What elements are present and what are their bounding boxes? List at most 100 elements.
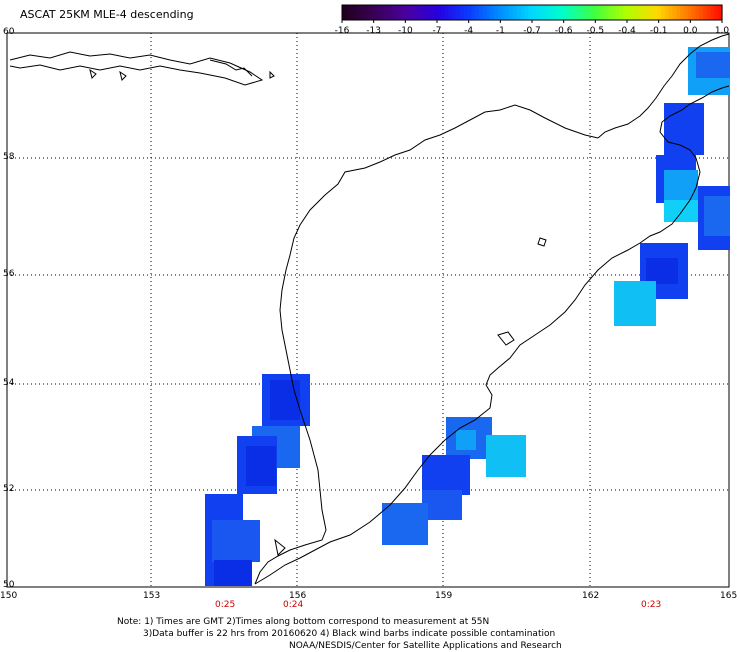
colorbar-segment: [668, 5, 674, 20]
colorbar-segment: [513, 5, 518, 20]
note-line: 3)Data buffer is 22 hrs from 20160620 4)…: [143, 629, 556, 639]
colorbar-segment: [505, 5, 510, 20]
colorbar-segment: [361, 5, 366, 20]
colorbar-segment: [611, 5, 617, 20]
colorbar-label: -0.6: [554, 26, 573, 36]
colorbar-label: -4: [464, 26, 474, 36]
colorbar-segment: [497, 5, 503, 20]
colorbar-segment: [459, 5, 465, 20]
swath-cell: [422, 455, 470, 495]
colorbar-segment: [391, 5, 396, 20]
longitude-label: 153: [143, 591, 161, 601]
swath-cell: [422, 490, 462, 520]
colorbar-segment: [566, 5, 571, 20]
swath-cell: [456, 430, 476, 450]
graticule: [7, 33, 729, 587]
colorbar-segment: [349, 5, 354, 20]
colorbar-segment: [364, 5, 370, 20]
colorbar-label: -0.4: [618, 26, 636, 36]
colorbar-segment: [543, 5, 548, 20]
colorbar-segment: [554, 5, 560, 20]
colorbar-label: -13: [366, 26, 381, 36]
colorbar-segment: [714, 5, 719, 20]
colorbar-segment: [680, 5, 685, 20]
swath-cell: [646, 258, 678, 284]
colorbar-segment: [703, 5, 708, 20]
colorbar-segment: [501, 5, 506, 20]
swath-cell: [704, 196, 730, 236]
colorbar-segment: [444, 5, 449, 20]
colorbar-segment: [399, 5, 404, 20]
colorbar-segment: [589, 5, 594, 20]
colorbar-label: -7: [432, 26, 442, 36]
colorbar-segment: [687, 5, 693, 20]
colorbar-segment: [516, 5, 522, 20]
colorbar-segment: [570, 5, 575, 20]
longitude-label: 162: [582, 591, 600, 601]
colorbar-segment: [440, 5, 446, 20]
colorbar-segment: [630, 5, 636, 20]
colorbar-segment: [406, 5, 411, 20]
colorbar-segment: [387, 5, 392, 20]
colorbar-segment: [684, 5, 689, 20]
colorbar-segment: [710, 5, 715, 20]
latitude-label: 58: [3, 152, 15, 162]
colorbar-segment: [627, 5, 632, 20]
colorbar-segment: [524, 5, 529, 20]
colorbar-segment: [551, 5, 556, 20]
colorbar-label: -10: [397, 26, 413, 36]
colorbar-segment: [672, 5, 677, 20]
colorbar-segment: [467, 5, 472, 20]
colorbar-segment: [665, 5, 670, 20]
colorbar-segment: [558, 5, 563, 20]
longitude-label: 156: [289, 591, 307, 601]
colorbar-segment: [376, 5, 381, 20]
colorbar-segment: [475, 5, 480, 20]
colorbar-segment: [372, 5, 377, 20]
swath-cell: [664, 200, 702, 222]
colorbar-segment: [653, 5, 658, 20]
colorbar-segment: [478, 5, 484, 20]
time-label: 0:24: [283, 600, 304, 610]
colorbar-segment: [619, 5, 624, 20]
note-line: Note: 1) Times are GMT 2)Times along bot…: [117, 617, 490, 627]
latitude-label: 56: [3, 269, 15, 279]
colorbar-segment: [604, 5, 609, 20]
colorbar-segment: [600, 5, 605, 20]
swath-cell: [246, 446, 276, 486]
colorbar-segment: [638, 5, 643, 20]
colorbar-segment: [532, 5, 537, 20]
swath-cell: [696, 52, 730, 78]
swath-cell: [212, 520, 260, 562]
colorbar-segment: [448, 5, 453, 20]
colorbar-segment: [691, 5, 696, 20]
colorbar-label: -1: [495, 26, 505, 36]
colorbar-segment: [425, 5, 430, 20]
latitude-label: 54: [3, 378, 15, 388]
colorbar-segment: [535, 5, 541, 20]
colorbar-segment: [437, 5, 442, 20]
colorbar-segment: [649, 5, 655, 20]
colorbar-segment: [547, 5, 552, 20]
colorbar-segment: [585, 5, 590, 20]
colorbar-segment: [490, 5, 495, 20]
colorbar-segment: [429, 5, 434, 20]
latitude-label: 50: [3, 580, 15, 590]
colorbar-segment: [395, 5, 400, 20]
swath-cell: [614, 281, 656, 326]
colorbar-segment: [433, 5, 438, 20]
longitude-label: 165: [720, 591, 738, 601]
colorbar-segment: [509, 5, 514, 20]
colorbar-segment: [410, 5, 415, 20]
colorbar-label: 0.0: [683, 26, 698, 36]
colorbar-segment: [342, 5, 347, 20]
colorbar-segment: [520, 5, 525, 20]
colorbar-segment: [528, 5, 533, 20]
colorbar-label: -0.5: [586, 26, 605, 36]
latitude-label: 60: [3, 27, 15, 37]
colorbar-segment: [539, 5, 544, 20]
colorbar-segment: [615, 5, 620, 20]
colorbar-segment: [414, 5, 419, 20]
colorbar-segment: [573, 5, 579, 20]
